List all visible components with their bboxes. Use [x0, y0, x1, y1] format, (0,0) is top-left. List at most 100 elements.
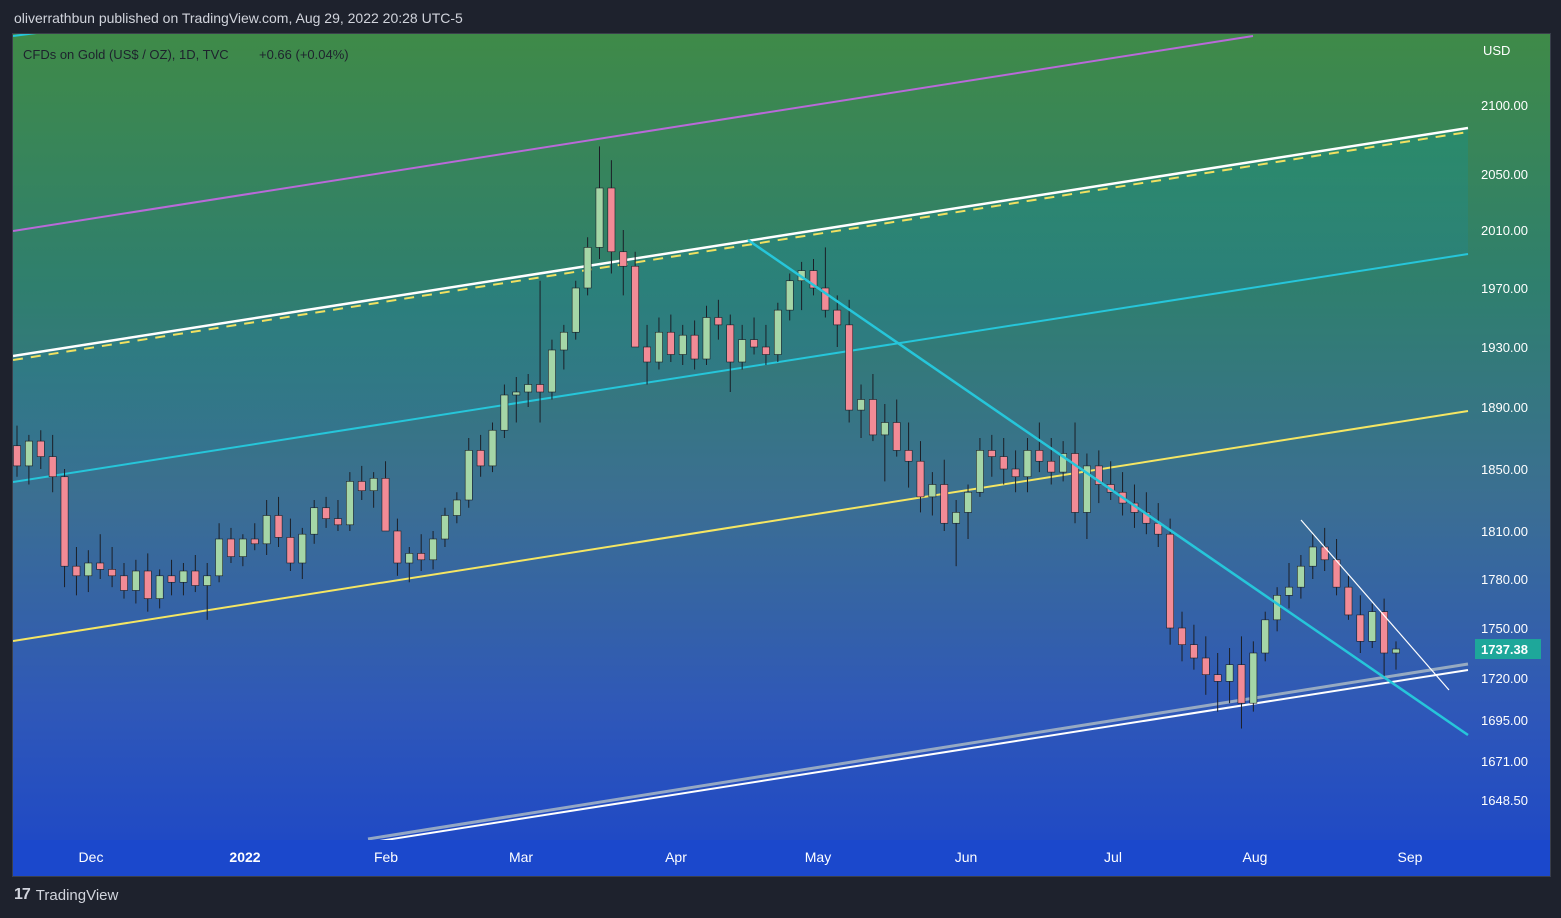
candle-body: [36, 440, 45, 457]
candle-body: [773, 309, 782, 355]
resistance-dashed-line: [13, 131, 1469, 361]
candle-body: [714, 317, 723, 326]
footer: 17 TradingView: [14, 886, 118, 904]
candle-body: [298, 533, 307, 564]
candle-body: [1344, 586, 1353, 616]
channel-fill: [13, 128, 1468, 482]
candle-body: [155, 575, 164, 599]
candle-body: [880, 422, 889, 436]
candle-body: [250, 538, 259, 545]
x-tick-label: May: [805, 849, 831, 865]
y-tick-label: 1695.00: [1481, 713, 1528, 728]
currency-label: USD: [1483, 43, 1510, 58]
candle-body: [524, 384, 533, 393]
candle-body: [643, 346, 651, 363]
candle-body: [1166, 533, 1174, 629]
candle-body: [1083, 465, 1091, 513]
candle-body: [583, 247, 592, 289]
candle-body: [904, 450, 913, 462]
candle-body: [548, 349, 556, 393]
candle-body: [607, 187, 616, 253]
candle-body: [702, 317, 711, 360]
x-tick-label: 2022: [229, 849, 260, 865]
candle-body: [334, 518, 342, 526]
candle-body: [13, 445, 21, 467]
candle-body: [571, 287, 580, 333]
candle-body: [512, 391, 521, 396]
y-tick-label: 1970.00: [1481, 281, 1528, 296]
x-tick-label: Feb: [374, 849, 398, 865]
candle-body: [892, 422, 901, 451]
candlestick-chart[interactable]: 2100.00 2050.00 2010.00 1970.00 1930.00 1890.…: [13, 34, 1550, 876]
candle-body: [1201, 657, 1210, 675]
candle-body: [1094, 465, 1103, 485]
symbol-legend: CFDs on Gold (US$ / OZ), 1D, TVC: [23, 47, 229, 62]
x-tick-label: Jun: [955, 849, 978, 865]
candle-body: [536, 384, 544, 393]
candle-body: [1059, 453, 1068, 473]
candle-body: [631, 265, 640, 348]
candle-body: [120, 575, 128, 591]
candle-body: [559, 331, 568, 351]
candle-body: [239, 538, 247, 557]
publish-info: oliverrathbun published on TradingView.c…: [14, 10, 463, 26]
candle-body: [809, 270, 818, 289]
candle-body: [345, 481, 354, 526]
x-tick-label: Aug: [1243, 849, 1268, 865]
candle-body: [857, 399, 865, 411]
candle-body: [1308, 546, 1317, 567]
y-tick-label: 2050.00: [1481, 167, 1528, 182]
candle-body: [274, 515, 283, 538]
candle-body: [762, 346, 770, 355]
x-tick-label: Dec: [79, 849, 104, 865]
candle-body: [1249, 652, 1258, 704]
candle-body: [821, 287, 830, 311]
candle-body: [845, 324, 854, 411]
tradingview-logo-icon: 17: [14, 886, 31, 903]
x-tick-label: Apr: [665, 849, 687, 865]
candle-body: [999, 456, 1008, 470]
last-price-label: 1737.38: [1481, 642, 1528, 657]
candle-body: [357, 481, 366, 491]
candle-body: [191, 570, 200, 586]
candle-body: [72, 565, 81, 577]
candle-body: [452, 499, 461, 516]
candle-body: [1380, 611, 1388, 654]
time-axis-band: [13, 840, 1550, 876]
candle-body: [167, 575, 176, 583]
candle-body: [738, 339, 747, 363]
change-legend: +0.66 (+0.04%): [259, 47, 349, 62]
candle-body: [262, 515, 271, 545]
candle-body: [476, 450, 485, 467]
y-tick-label: 1810.00: [1481, 524, 1528, 539]
descending-trendline: [747, 238, 1469, 737]
candle-body: [1320, 546, 1329, 561]
candle-body: [441, 515, 449, 540]
short-term-trendline: [1300, 519, 1450, 691]
y-tick-label: 1648.50: [1481, 793, 1528, 808]
candle-body: [952, 512, 961, 524]
candle-body: [179, 570, 188, 583]
candle-body: [1273, 595, 1281, 621]
candle-body: [1285, 586, 1293, 596]
candle-body: [310, 507, 319, 535]
y-tick-label: 1850.00: [1481, 462, 1528, 477]
candle-body: [1392, 648, 1400, 654]
y-tick-label: 1671.00: [1481, 754, 1528, 769]
candle-body: [666, 331, 675, 355]
candle-body: [750, 339, 758, 348]
candle-body: [1047, 460, 1056, 473]
candle-body: [132, 570, 140, 591]
candle-body: [1225, 664, 1234, 682]
candle-body: [678, 334, 687, 355]
x-tick-label: Mar: [509, 849, 533, 865]
candle-body: [833, 309, 842, 326]
y-tick-label: 1780.00: [1481, 572, 1528, 587]
candle-body: [25, 440, 33, 467]
candle-body: [369, 477, 378, 491]
last-price-badge: [1475, 639, 1541, 660]
chart-frame[interactable]: 2100.00 2050.00 2010.00 1970.00 1930.00 1890.…: [12, 33, 1551, 877]
candle-body: [916, 460, 925, 498]
brand-name[interactable]: TradingView: [35, 886, 119, 904]
candle-body: [96, 562, 105, 570]
